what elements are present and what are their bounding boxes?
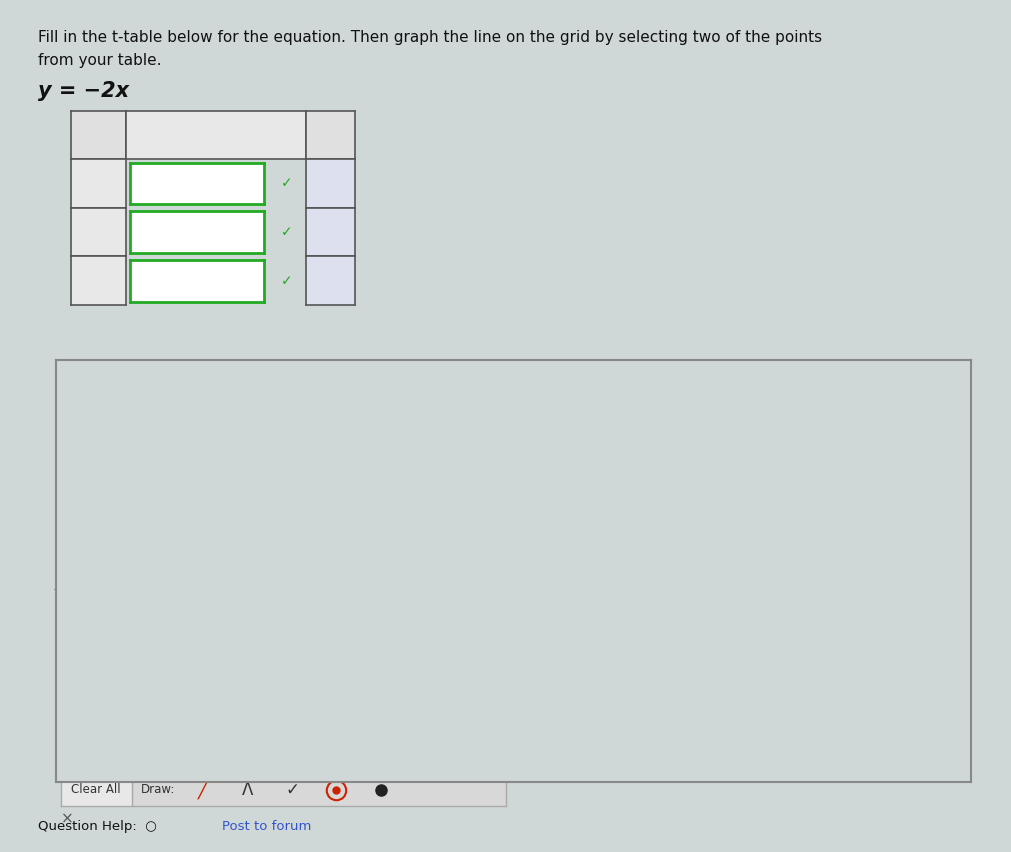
Text: -1: -1 xyxy=(91,176,106,191)
Text: σᵉ: σᵉ xyxy=(325,274,337,287)
Text: -2: -2 xyxy=(146,273,161,288)
Text: Question Help:  ○: Question Help: ○ xyxy=(38,820,166,833)
Text: y: y xyxy=(327,128,335,142)
Text: Clear All: Clear All xyxy=(72,783,121,797)
Text: ✓: ✓ xyxy=(281,176,293,191)
Text: ╱: ╱ xyxy=(197,780,208,800)
Text: 1: 1 xyxy=(94,273,103,288)
Text: 2: 2 xyxy=(146,176,156,191)
Text: Λ: Λ xyxy=(242,780,253,799)
Text: ✓: ✓ xyxy=(281,225,293,239)
Text: Post to forum: Post to forum xyxy=(222,820,311,833)
Text: ✓: ✓ xyxy=(281,273,293,288)
Text: y = −2x: y = −2x xyxy=(38,81,129,101)
Text: 0: 0 xyxy=(94,225,103,239)
Text: σᵉ: σᵉ xyxy=(325,226,337,239)
Text: 0: 0 xyxy=(146,225,156,239)
Text: σᵉ: σᵉ xyxy=(325,177,337,190)
Bar xyxy=(61,774,131,806)
Text: ✓: ✓ xyxy=(285,780,299,799)
Text: Fill in the t-table below for the equation. Then graph the line on the grid by s: Fill in the t-table below for the equati… xyxy=(38,30,823,45)
Text: ×: × xyxy=(61,811,74,826)
Text: from your table.: from your table. xyxy=(38,53,162,68)
Text: x: x xyxy=(94,128,103,142)
Text: Draw:: Draw: xyxy=(142,783,176,797)
